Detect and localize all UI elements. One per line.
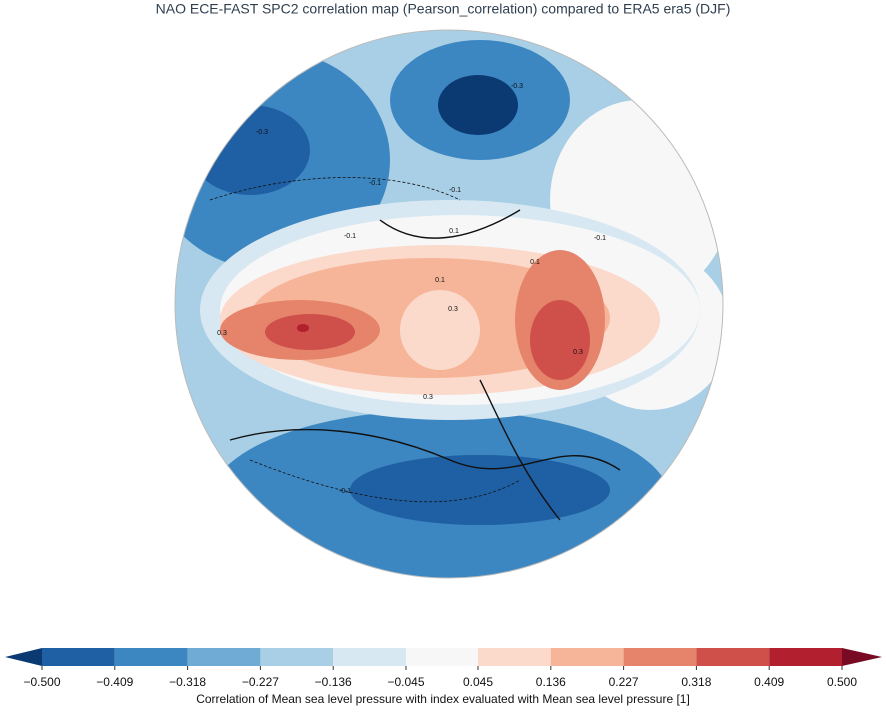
colorbar-extend-high: [842, 648, 882, 666]
colorbar-bin: [623, 648, 697, 666]
colorbar-tick-label: −0.409: [96, 675, 133, 689]
colorbar-tick-label: −0.227: [242, 675, 279, 689]
colorbar-label: Correlation of Mean sea level pressure w…: [196, 692, 690, 706]
colorbar-bin: [769, 648, 842, 666]
colorbar-bin: [550, 648, 624, 666]
colorbar-bin: [333, 648, 406, 666]
colorbar-bin: [114, 648, 188, 666]
colorbar-extend-low: [5, 648, 42, 666]
map-boundary: [174, 29, 724, 579]
contour-label: -0.3: [256, 129, 268, 136]
colorbar-tick-label: 0.045: [463, 675, 493, 689]
colorbar-bin: [406, 648, 478, 666]
colorbar-bin: [260, 648, 334, 666]
colorbar-tick-label: 0.500: [827, 675, 857, 689]
title: NAO ECE-FAST SPC2 correlation map (Pears…: [156, 1, 731, 17]
contour-labels: -0.3 -0.3 -0.1 -0.1 -0.1 0.1 0.1 0.1 0.3 0.3 0.3 0.…: [217, 83, 606, 495]
colorbar-tick-label: 0.227: [609, 675, 639, 689]
colorbar-tick-label: 0.136: [536, 675, 566, 689]
colorbar-bin: [187, 648, 261, 666]
contour-label: -0.1: [594, 235, 606, 242]
colorbar-tick-label: −0.500: [23, 675, 60, 689]
colorbar: −0.500 −0.409 −0.318 −0.227 −0.136 −0.045 0.04…: [5, 648, 882, 706]
contour-label: 0.3: [217, 330, 227, 337]
contour-label: 0.1: [435, 277, 445, 284]
colorbar-bin: [478, 648, 551, 666]
contour-label: -0.1: [369, 180, 381, 187]
contour-label: 0.1: [449, 228, 459, 235]
colorbar-tick-label: −0.318: [169, 675, 206, 689]
contour-label: 0.3: [573, 349, 583, 356]
contour-label: 0.1: [530, 259, 540, 266]
colorbar-bin: [696, 648, 770, 666]
contour-label: -0.3: [511, 83, 523, 90]
contour-label: -0.1: [344, 233, 356, 240]
colorbar-tick-label: −0.045: [387, 675, 424, 689]
colorbar-bin: [42, 648, 115, 666]
colorbar-tick-label: 0.409: [754, 675, 784, 689]
contour-label: 0.3: [448, 306, 458, 313]
colorbar-tick-label: −0.136: [315, 675, 352, 689]
contour-label: -0.1: [449, 187, 461, 194]
colorbar-tick-label: 0.318: [681, 675, 711, 689]
map-field: [175, 30, 723, 578]
contour-label: 0.3: [423, 394, 433, 401]
contour-label: -0.1: [339, 488, 351, 495]
